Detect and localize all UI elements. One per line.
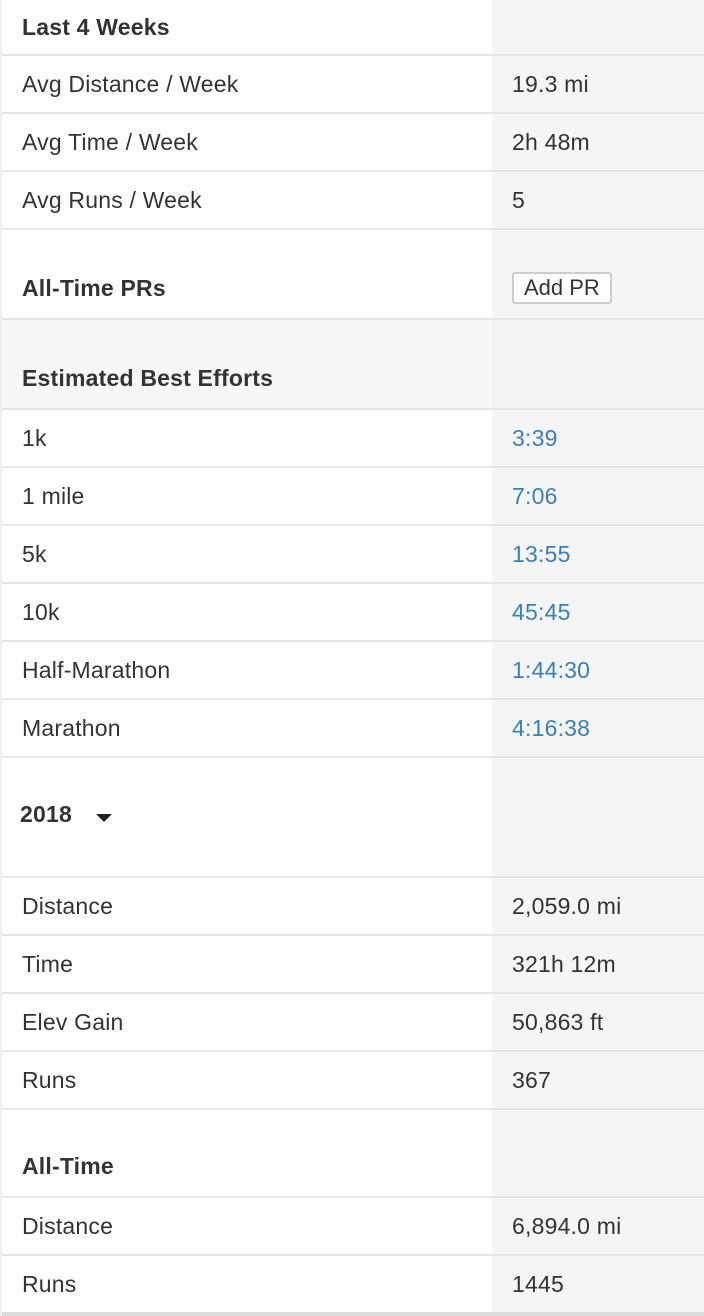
stat-row: Runs 367 <box>2 1052 704 1110</box>
stat-row: Distance 6,894.0 mi <box>2 1198 704 1256</box>
add-pr-button[interactable]: Add PR <box>512 272 612 304</box>
effort-distance: 1k <box>22 424 47 451</box>
best-effort-row: Marathon 4:16:38 <box>2 700 704 758</box>
best-effort-row: Half-Marathon 1:44:30 <box>2 642 704 700</box>
stat-label: Elev Gain <box>22 1008 124 1035</box>
divider <box>2 1312 704 1316</box>
stat-label: Time <box>22 950 74 977</box>
stat-value: 1445 <box>492 1256 704 1312</box>
stat-row: Elev Gain 50,863 ft <box>2 994 704 1052</box>
stat-label: Avg Distance / Week <box>22 70 239 97</box>
all-time-header: All-Time <box>2 1110 704 1198</box>
best-effort-row: 10k 45:45 <box>2 584 704 642</box>
stat-value: 2h 48m <box>492 114 704 170</box>
stat-row: Avg Runs / Week 5 <box>2 172 704 230</box>
effort-distance: 10k <box>22 598 60 625</box>
stat-value: 5 <box>492 172 704 228</box>
effort-time-link[interactable]: 1:44:30 <box>492 642 704 698</box>
stat-label: Runs <box>22 1270 77 1297</box>
stat-label: Distance <box>22 892 114 919</box>
stat-row: Distance 2,059.0 mi <box>2 878 704 936</box>
effort-time-link[interactable]: 13:55 <box>492 526 704 582</box>
section-title: All-Time <box>22 1152 114 1179</box>
best-effort-row: 1 mile 7:06 <box>2 468 704 526</box>
stat-label: Runs <box>22 1066 77 1093</box>
best-efforts-header: Estimated Best Efforts <box>2 320 704 410</box>
stat-row: Avg Time / Week 2h 48m <box>2 114 704 172</box>
stat-value: 367 <box>492 1052 704 1108</box>
all-time-prs-header: All-Time PRs Add PR <box>2 230 704 320</box>
best-effort-row: 5k 13:55 <box>2 526 704 584</box>
stat-row: Time 321h 12m <box>2 936 704 994</box>
stat-value: 2,059.0 mi <box>492 878 704 934</box>
stat-label: Avg Time / Week <box>22 128 198 155</box>
year-dropdown[interactable]: 2018 <box>2 801 112 828</box>
effort-time-link[interactable]: 3:39 <box>492 410 704 466</box>
effort-time-link[interactable]: 45:45 <box>492 584 704 640</box>
caret-down-icon <box>95 814 112 822</box>
stat-row: Avg Distance / Week 19.3 mi <box>2 56 704 114</box>
effort-distance: Marathon <box>22 714 121 741</box>
effort-distance: 1 mile <box>22 482 85 509</box>
year-selected: 2018 <box>20 800 72 827</box>
effort-time-link[interactable]: 4:16:38 <box>492 700 704 756</box>
stat-row: Runs 1445 <box>2 1256 704 1312</box>
stat-value: 50,863 ft <box>492 994 704 1050</box>
section-title: All-Time PRs <box>22 274 166 301</box>
stat-value: 19.3 mi <box>492 56 704 112</box>
effort-distance: Half-Marathon <box>22 656 171 683</box>
last-4-weeks-header: Last 4 Weeks <box>2 0 704 56</box>
section-title: Estimated Best Efforts <box>22 364 274 391</box>
year-header: 2018 <box>2 758 704 878</box>
stat-value: 6,894.0 mi <box>492 1198 704 1254</box>
stat-label: Avg Runs / Week <box>22 186 202 213</box>
effort-distance: 5k <box>22 540 47 567</box>
effort-time-link[interactable]: 7:06 <box>492 468 704 524</box>
section-title: Last 4 Weeks <box>22 13 170 40</box>
best-effort-row: 1k 3:39 <box>2 410 704 468</box>
stat-label: Distance <box>22 1212 114 1239</box>
stat-value: 321h 12m <box>492 936 704 992</box>
